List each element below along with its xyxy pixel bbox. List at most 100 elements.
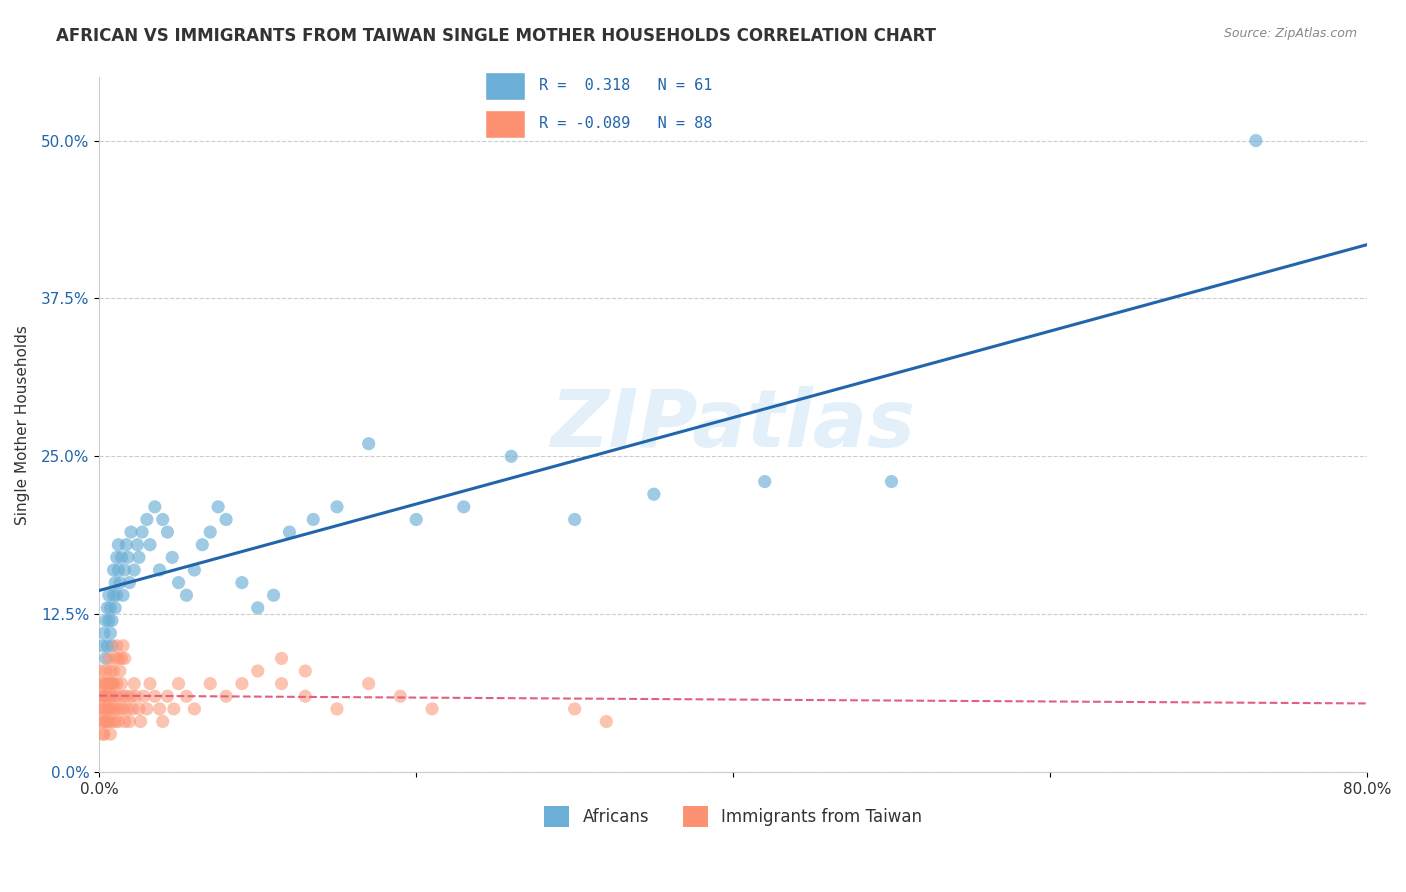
- Point: [246, 664, 269, 678]
- Point: [880, 475, 903, 489]
- Point: [103, 563, 125, 577]
- Point: [91, 676, 114, 690]
- Point: [107, 538, 129, 552]
- Point: [100, 600, 122, 615]
- Point: [183, 563, 205, 577]
- Point: [231, 676, 253, 690]
- Point: [595, 714, 617, 729]
- Point: [112, 588, 135, 602]
- Point: [231, 575, 253, 590]
- Point: [167, 676, 190, 690]
- Point: [139, 676, 162, 690]
- Point: [107, 651, 129, 665]
- Point: [160, 550, 183, 565]
- Point: [105, 702, 128, 716]
- Point: [115, 690, 138, 704]
- Point: [127, 538, 149, 552]
- Point: [302, 512, 325, 526]
- Point: [176, 588, 198, 602]
- Point: [118, 714, 141, 729]
- Point: [148, 563, 170, 577]
- Point: [96, 702, 118, 716]
- Point: [101, 614, 124, 628]
- Point: [357, 436, 380, 450]
- Point: [163, 702, 186, 716]
- Point: [105, 588, 128, 602]
- Point: [270, 651, 292, 665]
- Point: [94, 676, 117, 690]
- Point: [112, 639, 135, 653]
- Point: [754, 475, 776, 489]
- Point: [215, 512, 238, 526]
- Text: Source: ZipAtlas.com: Source: ZipAtlas.com: [1223, 27, 1357, 40]
- Point: [122, 676, 145, 690]
- Point: [103, 588, 125, 602]
- Point: [105, 550, 128, 565]
- Point: [96, 676, 118, 690]
- Point: [263, 588, 285, 602]
- Point: [176, 690, 198, 704]
- Point: [207, 500, 229, 514]
- Point: [100, 727, 122, 741]
- Point: [200, 676, 222, 690]
- Point: [148, 702, 170, 716]
- Point: [183, 702, 205, 716]
- Point: [1244, 134, 1267, 148]
- Point: [94, 714, 117, 729]
- Point: [93, 727, 115, 741]
- Point: [89, 702, 111, 716]
- Point: [90, 714, 112, 729]
- Point: [135, 702, 157, 716]
- Point: [117, 702, 139, 716]
- Point: [100, 626, 122, 640]
- Point: [96, 639, 118, 653]
- Point: [215, 690, 238, 704]
- Point: [152, 512, 174, 526]
- Point: [93, 690, 115, 704]
- Point: [96, 690, 118, 704]
- Bar: [485, 110, 524, 138]
- Point: [94, 690, 117, 704]
- Point: [191, 538, 214, 552]
- Point: [120, 690, 142, 704]
- Point: [97, 702, 120, 716]
- Point: [326, 500, 349, 514]
- Point: [110, 676, 132, 690]
- Point: [114, 714, 136, 729]
- Text: AFRICAN VS IMMIGRANTS FROM TAIWAN SINGLE MOTHER HOUSEHOLDS CORRELATION CHART: AFRICAN VS IMMIGRANTS FROM TAIWAN SINGLE…: [56, 27, 936, 45]
- Point: [103, 676, 125, 690]
- Point: [135, 512, 157, 526]
- Point: [128, 702, 150, 716]
- Point: [93, 626, 115, 640]
- Point: [96, 714, 118, 729]
- Point: [156, 690, 179, 704]
- Point: [143, 500, 166, 514]
- Point: [104, 690, 127, 704]
- Point: [94, 664, 117, 678]
- Point: [104, 600, 127, 615]
- Point: [90, 664, 112, 678]
- Point: [101, 676, 124, 690]
- Point: [107, 563, 129, 577]
- Point: [101, 690, 124, 704]
- Point: [294, 664, 316, 678]
- Point: [501, 450, 523, 464]
- Point: [100, 664, 122, 678]
- Point: [117, 550, 139, 565]
- Point: [101, 639, 124, 653]
- Point: [104, 714, 127, 729]
- Point: [108, 702, 131, 716]
- Point: [112, 690, 135, 704]
- Point: [200, 525, 222, 540]
- Point: [156, 525, 179, 540]
- Point: [143, 690, 166, 704]
- Point: [94, 651, 117, 665]
- Point: [91, 639, 114, 653]
- Point: [114, 651, 136, 665]
- Point: [114, 563, 136, 577]
- Point: [112, 702, 135, 716]
- Point: [108, 575, 131, 590]
- Point: [93, 690, 115, 704]
- Point: [110, 550, 132, 565]
- Text: R = -0.089   N = 88: R = -0.089 N = 88: [538, 116, 713, 131]
